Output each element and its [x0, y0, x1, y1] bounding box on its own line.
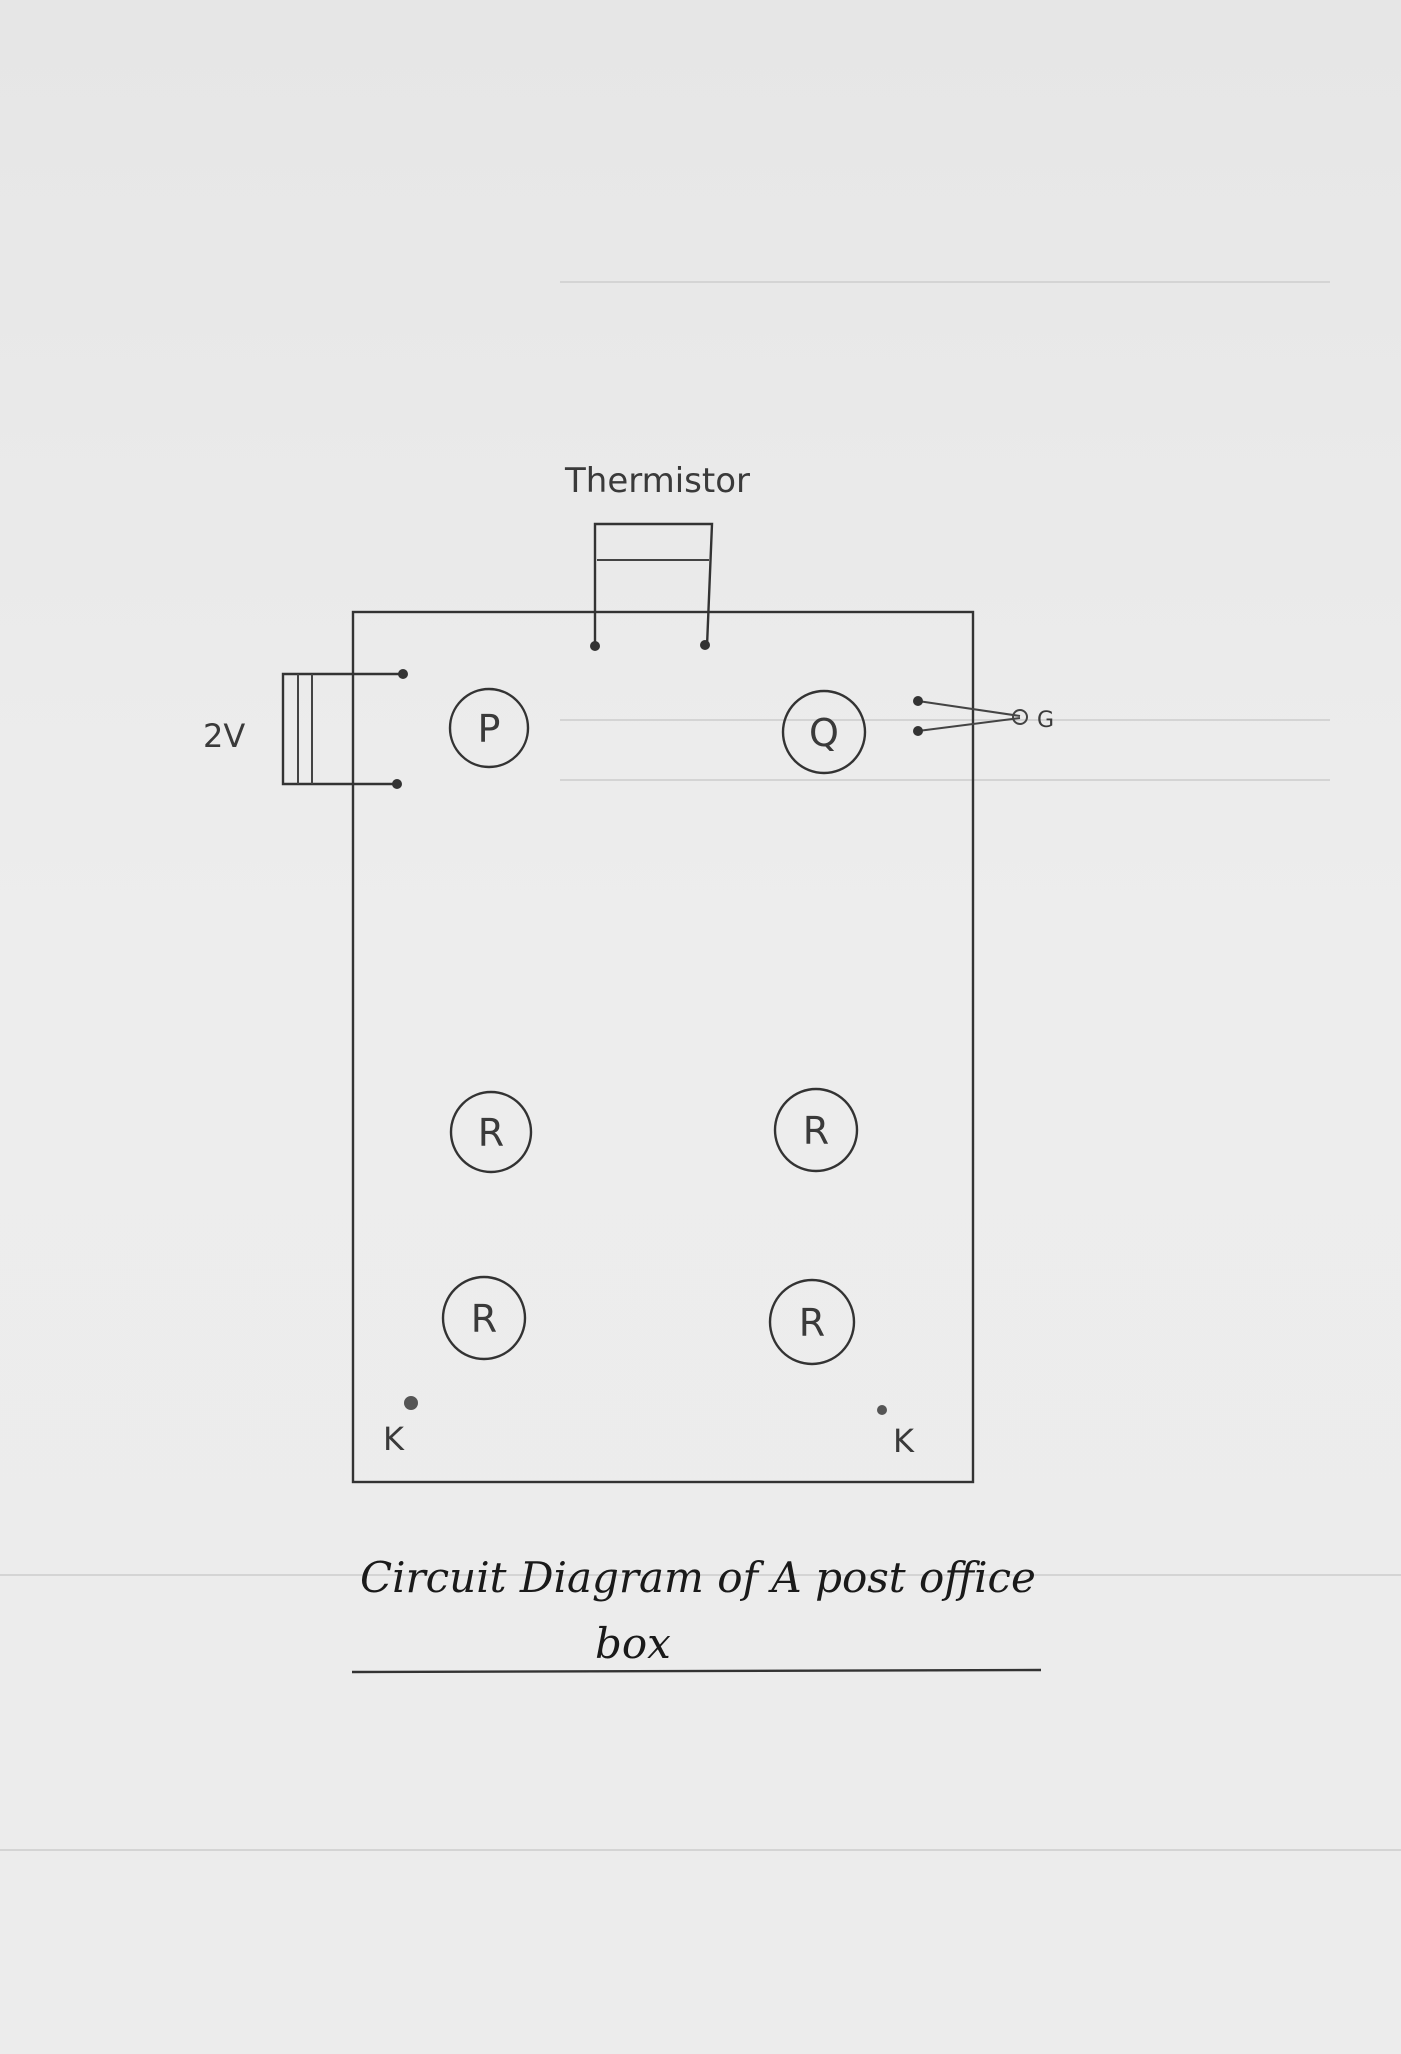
resistor-r-lower-left-label: R — [471, 1297, 497, 1341]
resistor-q: Q — [781, 689, 867, 775]
battery-terminal-top — [398, 669, 408, 679]
caption-line-1: Circuit Diagram of A post office — [360, 1553, 1036, 1602]
galvanometer-terminal-bottom — [913, 726, 923, 736]
key-left-terminal — [404, 1396, 418, 1410]
key-left-label: K — [383, 1420, 405, 1458]
caption-line-2: box — [595, 1619, 671, 1668]
resistor-r-lower-right-label: R — [799, 1301, 825, 1345]
galvanometer-label: G — [1037, 708, 1054, 733]
battery-terminal-bottom — [392, 779, 402, 789]
bleed-through-lines — [0, 281, 1401, 1851]
thermistor-terminal-right — [700, 640, 710, 650]
resistor-r-upper-left: R — [449, 1090, 533, 1174]
resistor-p-label: P — [478, 707, 501, 751]
battery — [281, 669, 408, 789]
battery-label: 2V — [203, 717, 245, 755]
resistor-r-lower-right: R — [768, 1278, 856, 1366]
thermistor-terminal-left — [590, 641, 600, 651]
key-right-terminal — [877, 1405, 887, 1415]
post-office-box-outline — [351, 610, 975, 1484]
galvanometer — [913, 696, 1028, 736]
galvanometer-dial — [1012, 709, 1028, 725]
caption-underline — [351, 1668, 1042, 1674]
key-right: K — [877, 1405, 915, 1460]
resistor-r-upper-left-label: R — [478, 1111, 504, 1155]
resistor-p: P — [448, 687, 530, 769]
key-left: K — [383, 1396, 418, 1458]
galvanometer-terminal-top — [913, 696, 923, 706]
resistor-r-lower-left: R — [441, 1275, 527, 1361]
thermistor — [590, 522, 714, 651]
resistor-r-upper-right-label: R — [803, 1109, 829, 1153]
resistor-q-label: Q — [809, 711, 839, 755]
resistor-r-upper-right: R — [773, 1087, 859, 1173]
thermistor-label: Thermistor — [564, 461, 750, 501]
key-right-label: K — [893, 1422, 915, 1460]
